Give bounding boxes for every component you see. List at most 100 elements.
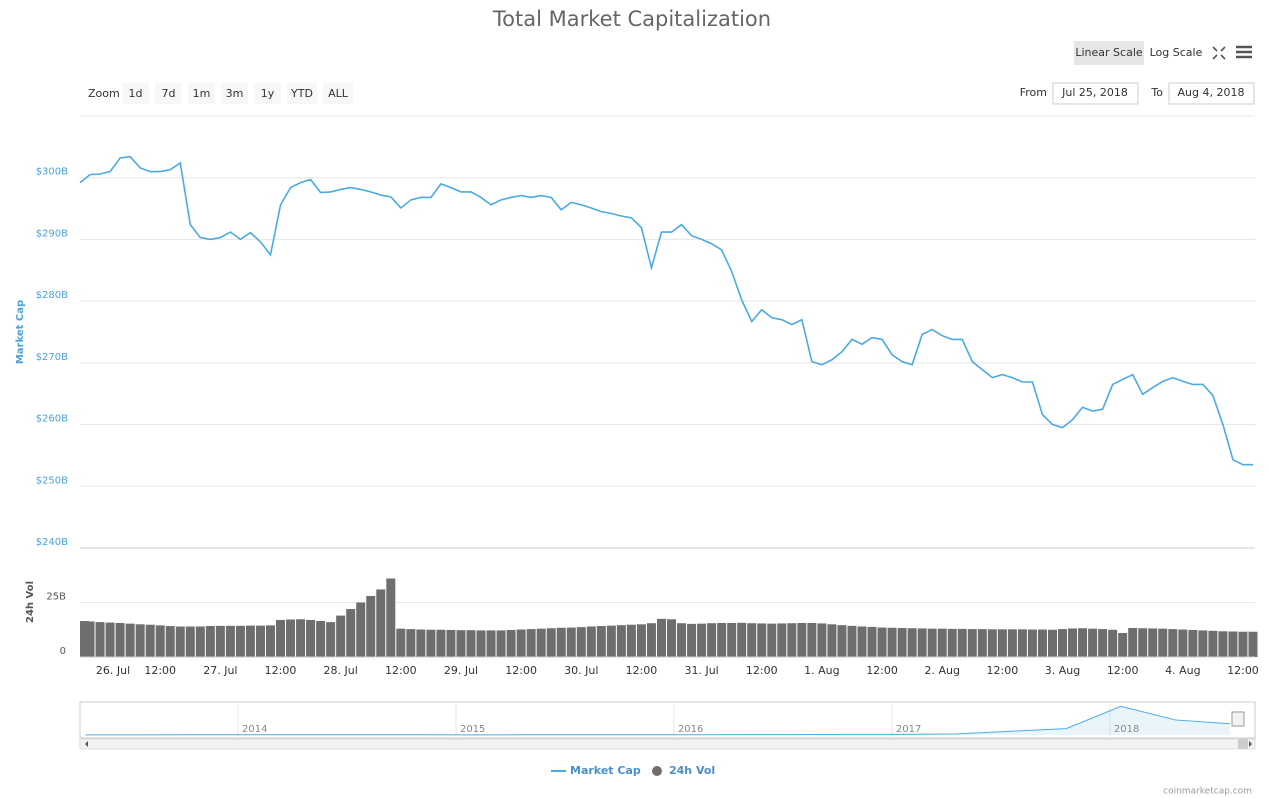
legend-label[interactable]: Market Cap [570,764,641,777]
zoom-button[interactable] [323,83,353,104]
volume-bar [316,621,326,657]
zoom-button[interactable] [155,83,182,104]
navigator-tick-label: 2017 [896,724,921,735]
volume-bar [165,626,175,657]
chart-title: Total Market Capitalization [492,7,771,31]
volume-bar [867,626,877,657]
volume-bar [195,626,205,657]
volume-bar [125,623,135,657]
x-tick-label: 30. Jul [564,664,598,677]
from-input[interactable] [1052,82,1139,105]
x-tick-label: 12:00 [626,664,658,677]
scroll-left[interactable] [85,741,88,747]
volume-bar [847,625,857,657]
volume-bar [426,629,436,657]
zoom-button-label[interactable]: 3m [226,87,244,100]
volume-bar [767,623,777,657]
zoom-button[interactable] [221,83,248,104]
linear-scale-label[interactable]: Linear Scale [1075,46,1143,59]
zoom-button-label[interactable]: 7d [162,87,176,100]
volume-bar [1027,629,1037,657]
volume-bar [977,629,987,657]
x-tick-label: 12:00 [265,664,297,677]
volume-bar [225,625,235,657]
volume-bar [787,623,797,657]
volume-bar [376,589,386,657]
from-date[interactable]: Jul 25, 2018 [1061,86,1128,99]
volume-bar [346,609,356,657]
volume-bar [967,629,977,657]
volume-bar [526,629,536,657]
menu-icon[interactable] [1236,45,1252,59]
volume-bar [286,619,296,657]
volume-bar [997,629,1007,657]
navigator[interactable] [79,701,1256,739]
zoom-button[interactable] [188,83,215,104]
zoom-button-label[interactable]: 1m [193,87,211,100]
fullscreen-icon[interactable] [1212,46,1226,60]
volume-bar [957,628,967,657]
volume-bar [516,629,526,657]
volume-bar [606,625,616,657]
legend-label[interactable]: 24h Vol [669,764,715,777]
zoom-button[interactable] [122,83,149,104]
scroll-thumb[interactable] [1238,739,1248,749]
volume-bar [566,627,576,657]
legend-dot[interactable] [652,766,662,776]
volume-bar [807,622,817,657]
x-tick-label: 26. Jul [96,664,130,677]
y-tick-label: 0 [60,646,66,657]
y-tick-label: 25B [46,592,66,603]
zoom-button[interactable] [254,83,281,104]
volume-bar [456,630,466,657]
y-tick-label: $300B [36,167,68,178]
volume-bar [1138,628,1148,657]
zoom-button-label[interactable]: ALL [328,87,349,100]
volume-bar [105,622,115,657]
volume-bar [466,630,476,657]
navigator-line [85,705,1230,736]
log-scale-label[interactable]: Log Scale [1150,46,1203,59]
volume-bar [1098,629,1108,657]
market-cap-line [79,155,1253,466]
linear-scale-button[interactable] [1074,41,1144,65]
volume-bar [727,622,737,657]
y-axis-label: Market Cap [15,300,26,364]
volume-bar [115,622,125,657]
y-tick-label: $250B [36,475,68,486]
volume-bar [947,628,957,657]
navigator-handle[interactable] [1231,711,1245,727]
x-tick-label: 12:00 [746,664,778,677]
volume-bar [386,578,396,657]
to-date[interactable]: Aug 4, 2018 [1178,86,1245,99]
zoom-button-label[interactable]: YTD [290,87,313,100]
volume-bar [235,625,245,657]
volume-bar [556,627,566,657]
to-input[interactable] [1168,82,1255,105]
zoom-button[interactable] [287,83,317,104]
volume-bar [175,626,185,657]
volume-bar [265,625,275,657]
volume-bar [1088,628,1098,657]
volume-bar [215,625,225,657]
volume-bar [1128,628,1138,657]
scrollbar[interactable] [79,738,1256,750]
volume-bar [255,625,265,657]
x-tick-label: 12:00 [987,664,1019,677]
volume-bar [476,630,486,657]
zoom-button-label[interactable]: 1d [129,87,143,100]
x-tick-label: 28. Jul [324,664,358,677]
volume-bar [496,630,506,657]
y-tick-label: $260B [36,414,68,425]
volume-bar [336,615,346,657]
volume-bar [1198,630,1208,657]
volume-bar [646,623,656,657]
volume-bar [576,627,586,657]
zoom-button-label[interactable]: 1y [261,87,275,100]
scroll-right[interactable] [1249,741,1252,747]
volume-bar [1037,629,1047,657]
navigator-tick-label: 2014 [242,724,267,735]
volume-bar [446,629,456,657]
